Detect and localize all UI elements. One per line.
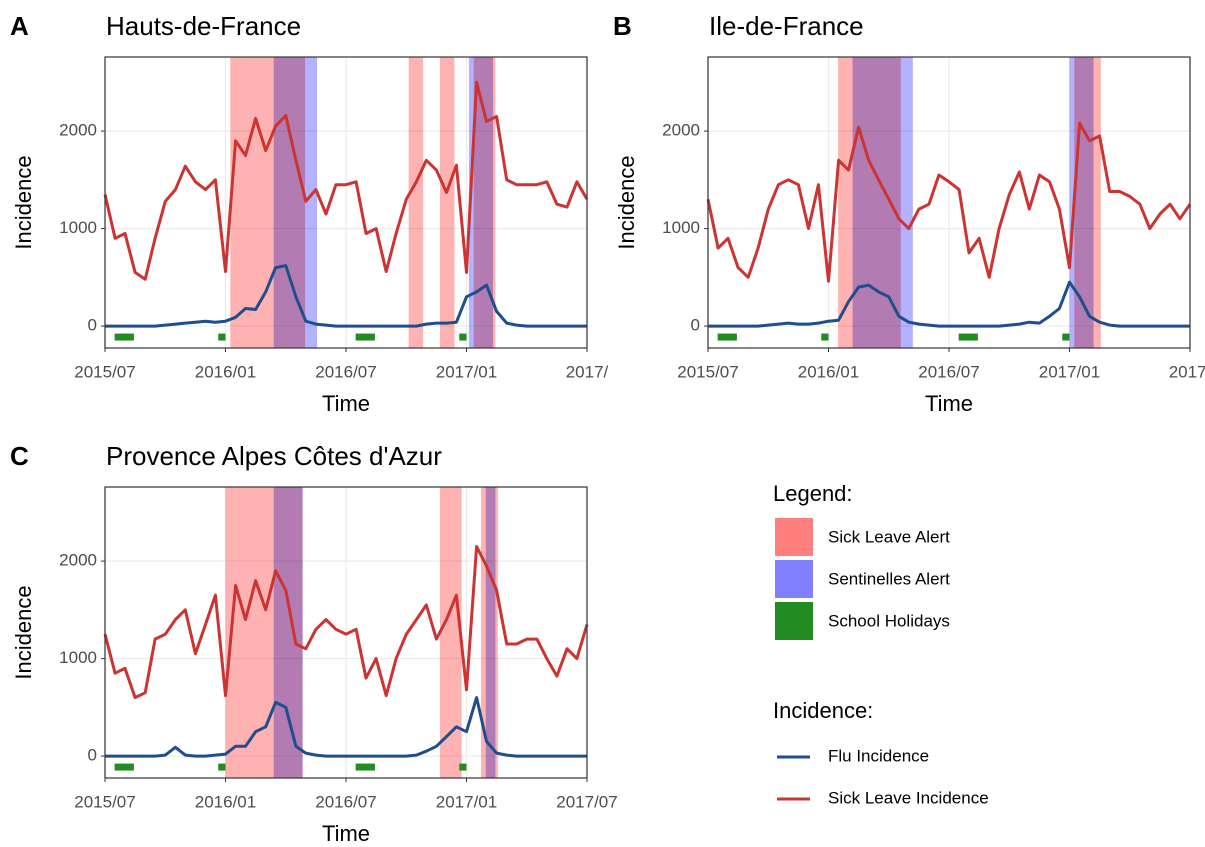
legend-label: Sick Leave Alert	[828, 527, 950, 546]
x-tick-label: 2015/07	[74, 362, 135, 381]
panel-label: B	[613, 11, 632, 41]
legend-label: Sentinelles Alert	[828, 569, 950, 588]
y-tick-label: 1000	[59, 218, 97, 237]
sick-leave-alert	[439, 487, 462, 778]
chart-title: Ile-de-France	[709, 11, 864, 41]
x-tick-label: 2015/07	[677, 362, 738, 381]
legend-key	[775, 602, 813, 640]
series-line	[103, 545, 589, 700]
y-tick-label: 2000	[59, 551, 97, 570]
school-holiday	[821, 333, 829, 341]
x-tick-label: 2016/07	[918, 362, 979, 381]
sick-leave-alert	[439, 57, 455, 348]
alert-bands	[225, 487, 498, 778]
y-tick-label: 2000	[662, 121, 700, 140]
y-tick-label: 1000	[59, 648, 97, 667]
x-tick-label: 2017/	[1169, 362, 1205, 381]
school-holiday	[218, 763, 226, 771]
x-tick-label: 2016/07	[315, 792, 376, 811]
legend-key	[775, 518, 813, 556]
school-holiday	[958, 333, 978, 341]
x-tick-label: 2017/01	[436, 792, 497, 811]
sick-leave-alert	[1074, 57, 1101, 348]
plot-border	[104, 486, 588, 779]
legend-title: Incidence:	[773, 698, 873, 723]
series-line	[105, 696, 587, 758]
school-holiday	[1062, 333, 1070, 341]
y-tick-label: 0	[691, 316, 700, 335]
school-holiday	[355, 333, 375, 341]
series-line	[706, 121, 1192, 283]
x-tick-label: 2016/01	[195, 792, 256, 811]
series-line	[103, 80, 589, 281]
x-tick-label: 2016/01	[798, 362, 859, 381]
sick-leave-alert	[408, 57, 424, 348]
x-axis-label: Time	[322, 391, 370, 416]
school-holiday	[218, 333, 226, 341]
sick-leave-alert	[480, 487, 498, 778]
x-axis-label: Time	[322, 821, 370, 846]
x-axis-label: Time	[925, 391, 973, 416]
school-holiday	[355, 763, 375, 771]
series-line	[708, 280, 1190, 328]
y-axis-label: Incidence	[614, 155, 639, 249]
x-tick-label: 2017/01	[436, 362, 497, 381]
panel-label: C	[10, 441, 29, 471]
school-holiday	[114, 333, 134, 341]
x-tick-label: 2017/	[566, 362, 609, 381]
legend-title: Legend:	[773, 481, 853, 506]
x-tick-label: 2017/01	[1039, 362, 1100, 381]
sick-leave-alert	[473, 57, 496, 348]
school-holiday	[459, 333, 467, 341]
sick-leave-alert	[230, 57, 306, 348]
panel-label: A	[10, 11, 29, 41]
y-axis-label: Incidence	[11, 155, 36, 249]
school-holiday	[114, 763, 134, 771]
x-tick-label: 2015/07	[74, 792, 135, 811]
y-tick-label: 0	[88, 746, 97, 765]
sick-leave-alert	[225, 487, 303, 778]
series-line	[105, 264, 587, 328]
x-tick-label: 2016/01	[195, 362, 256, 381]
y-axis-label: Incidence	[11, 585, 36, 679]
plot-border	[104, 56, 588, 349]
plot-border	[707, 56, 1191, 349]
chart-title: Hauts-de-France	[106, 11, 301, 41]
alert-bands	[230, 57, 496, 348]
legend-label: School Holidays	[828, 611, 950, 630]
legend-key	[775, 560, 813, 598]
x-tick-label: 2016/07	[315, 362, 376, 381]
y-tick-label: 0	[88, 316, 97, 335]
chart-title: Provence Alpes Côtes d'Azur	[106, 441, 442, 471]
school-holiday	[717, 333, 737, 341]
x-tick-label: 2017/07	[556, 792, 617, 811]
legend-label: Sick Leave Incidence	[828, 788, 989, 807]
legend-label: Flu Incidence	[828, 746, 929, 765]
school-holiday	[459, 763, 467, 771]
y-tick-label: 1000	[662, 218, 700, 237]
y-tick-label: 2000	[59, 121, 97, 140]
